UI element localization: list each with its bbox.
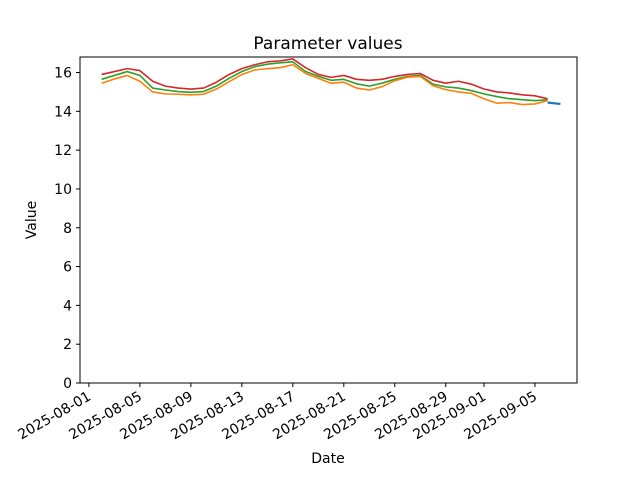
plot-area-border (79, 56, 578, 384)
y-tick-label: 2 (63, 337, 72, 353)
x-axis-ticks: 2025-08-012025-08-052025-08-092025-08-13… (15, 383, 540, 443)
y-axis-ticks: 0 2 4 6 8 10 12 14 16 (54, 66, 80, 392)
y-tick-label: 12 (54, 143, 72, 159)
series-group (101, 58, 561, 106)
y-tick-label: 16 (54, 66, 72, 82)
y-tick-label: 4 (63, 298, 72, 314)
y-axis-label: Value (24, 201, 40, 239)
y-tick-label: 14 (54, 104, 72, 120)
blue-line (547, 101, 561, 106)
green-line (101, 61, 548, 102)
orange-line (101, 63, 548, 106)
y-tick-label: 6 (63, 260, 72, 276)
red-line (101, 58, 548, 100)
y-tick-label: 10 (54, 182, 72, 198)
chart-title: Parameter values (253, 34, 402, 54)
y-tick-label: 8 (63, 221, 72, 237)
y-tick-label: 0 (63, 376, 72, 392)
x-axis-label: Date (311, 451, 344, 467)
